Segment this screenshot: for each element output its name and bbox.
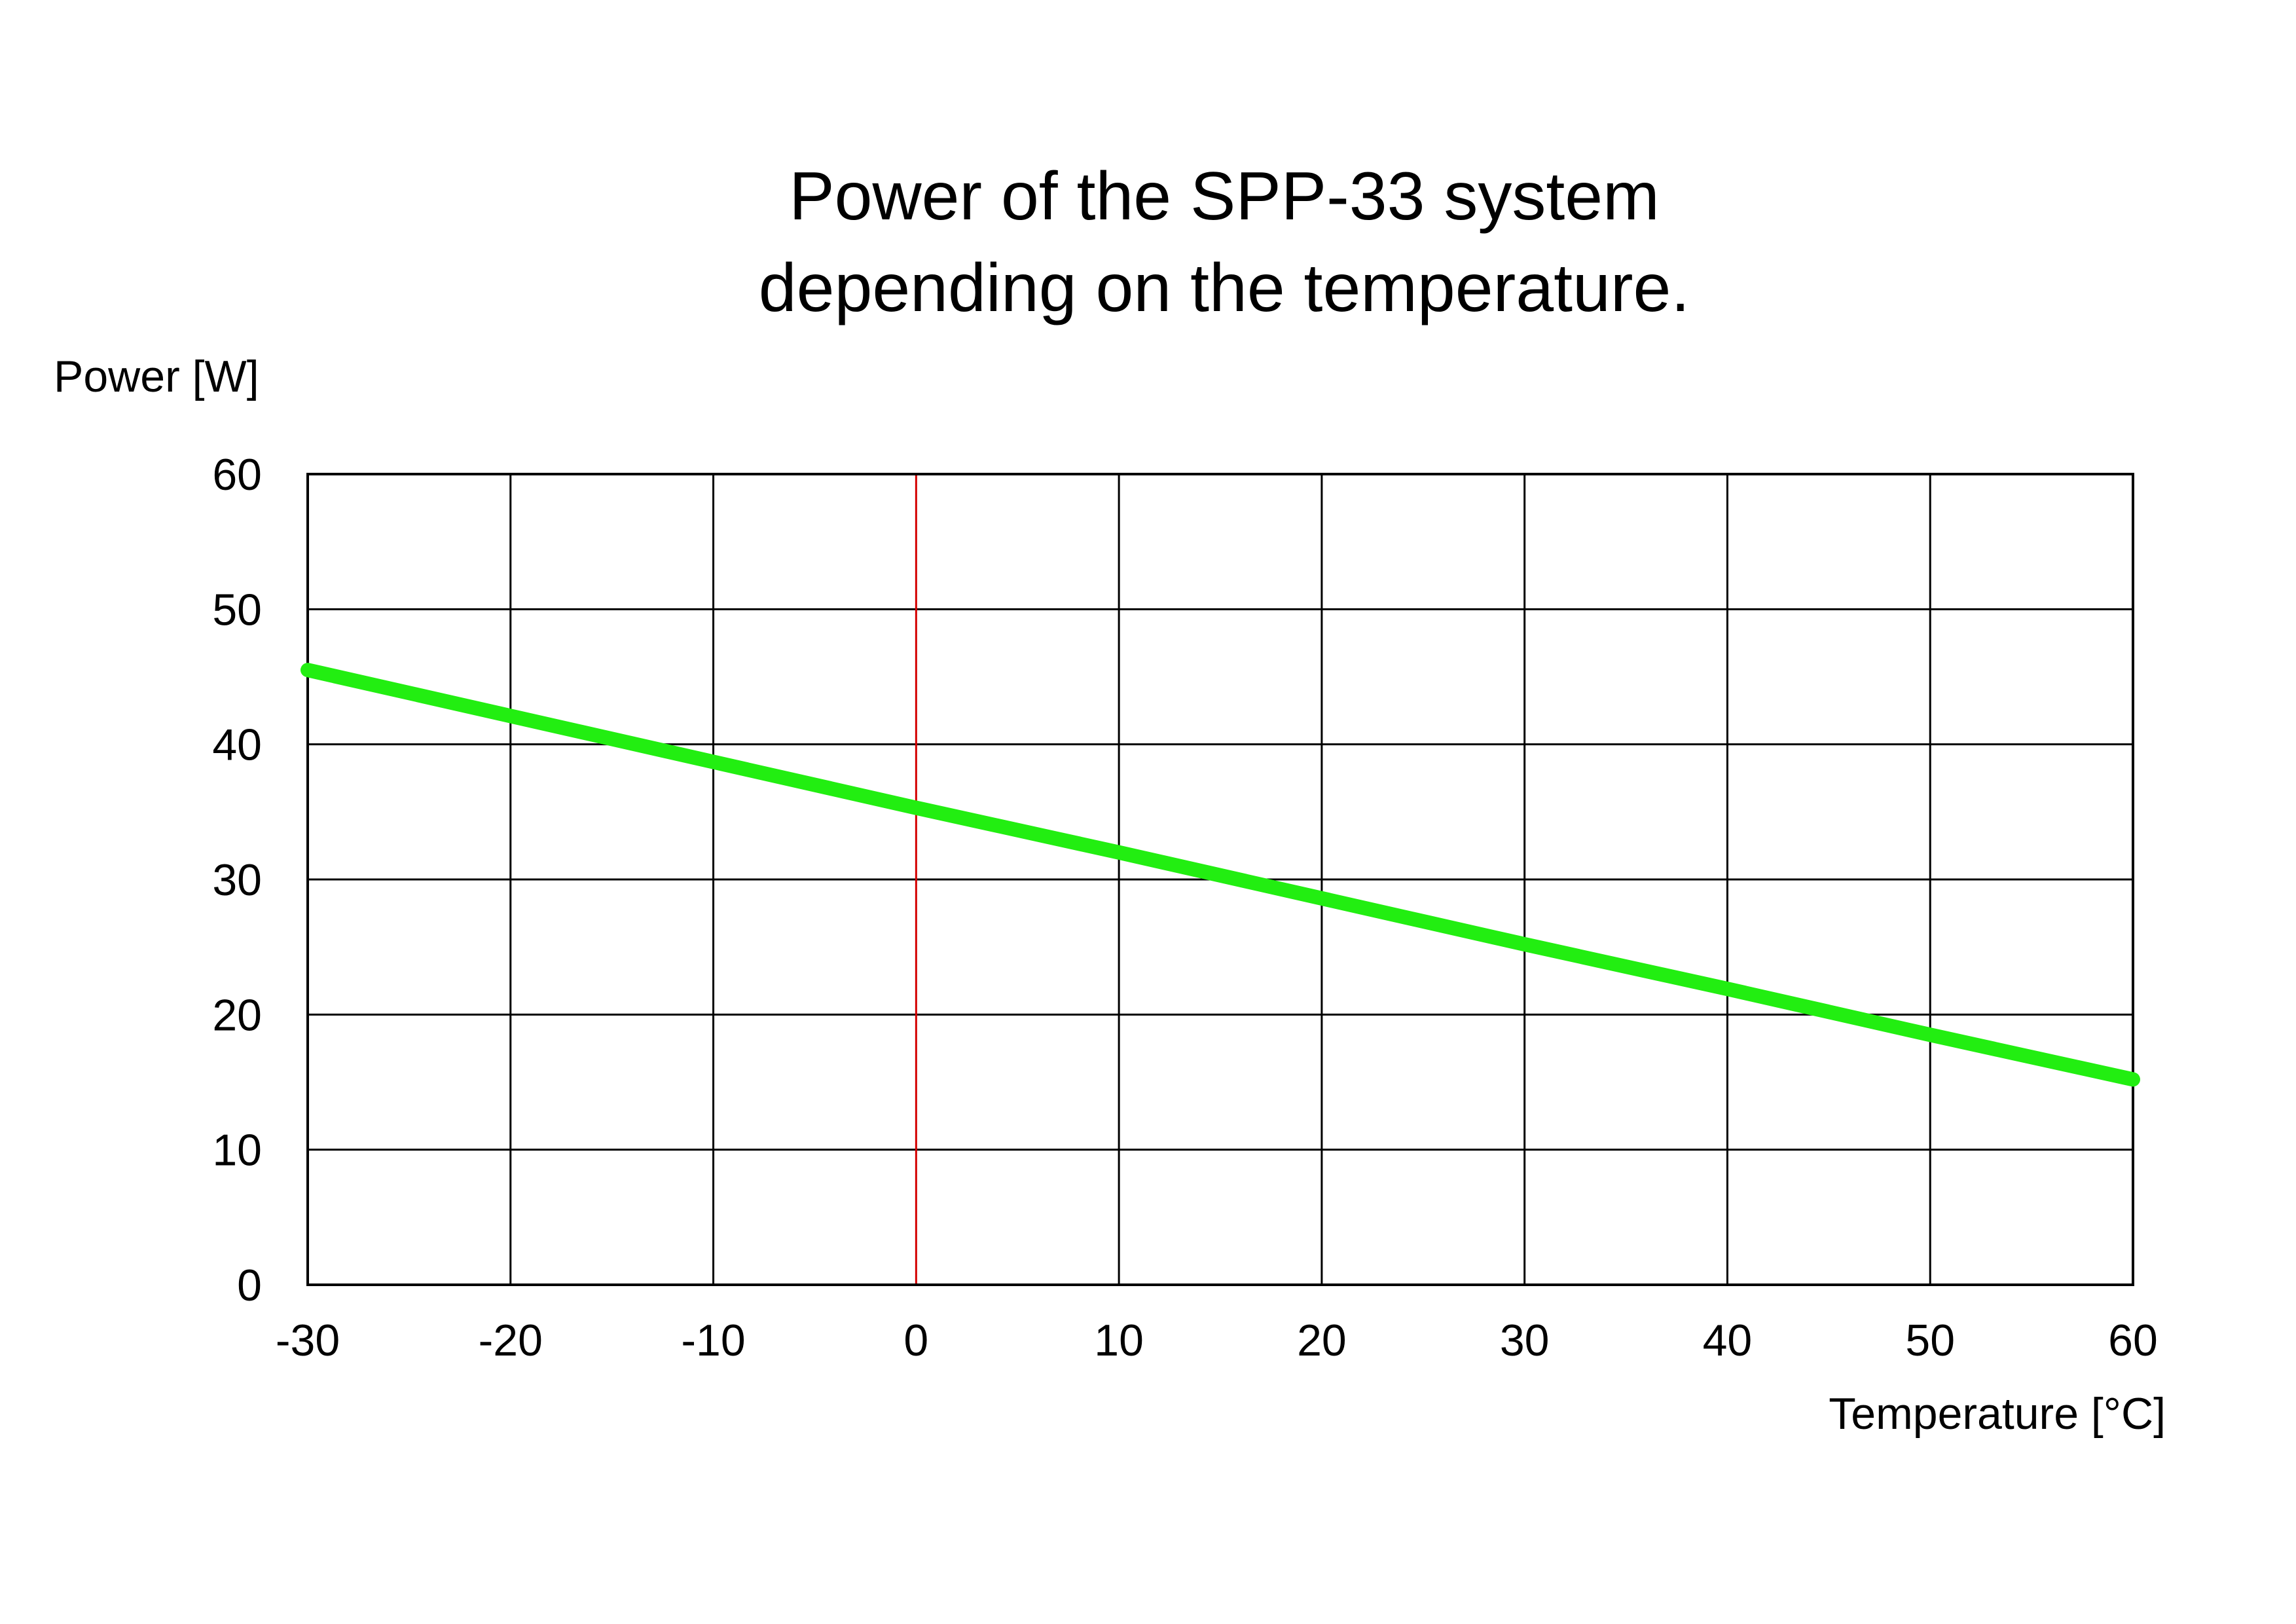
x-axis-label: Temperature [°C]: [1829, 1389, 2166, 1439]
x-tick-label-50: 50: [1905, 1316, 1955, 1365]
x-tick-label--30: -30: [276, 1316, 340, 1365]
x-tick-label-30: 30: [1500, 1316, 1550, 1365]
y-tick-label-40: 40: [212, 720, 262, 770]
chart-title-line-2: depending on the temperature.: [759, 250, 1690, 326]
y-tick-label-10: 10: [212, 1126, 262, 1175]
chart-title: Power of the SPP-33 system depending on …: [759, 158, 1690, 326]
series-group: [301, 663, 2140, 1087]
x-tick-label--10: -10: [681, 1316, 745, 1365]
x-tick-label-40: 40: [1703, 1316, 1753, 1365]
y-tick-label-0: 0: [237, 1261, 262, 1310]
x-tick-label-20: 20: [1297, 1316, 1347, 1365]
plot-frame-group: [306, 473, 2134, 1286]
x-tick-label-10: 10: [1094, 1316, 1144, 1365]
y-tick-label-50: 50: [212, 585, 262, 635]
y-tick-label-20: 20: [212, 990, 262, 1040]
chart-title-line-1: Power of the SPP-33 system: [789, 158, 1659, 234]
plot-frame: [306, 473, 2134, 1286]
x-tick-label-60: 60: [2108, 1316, 2158, 1365]
y-tick-labels: 0 10 20 30 40 50 60: [212, 450, 262, 1310]
y-tick-label-60: 60: [212, 450, 262, 500]
y-tick-label-30: 30: [212, 855, 262, 905]
x-tick-label--20: -20: [479, 1316, 543, 1365]
y-axis-label: Power [W]: [54, 352, 259, 401]
x-tick-labels: -30 -20 -10 0 10 20 30 40 50 60: [276, 1316, 2158, 1365]
series-line-0: [301, 663, 2140, 1087]
x-tick-label-0: 0: [903, 1316, 928, 1365]
